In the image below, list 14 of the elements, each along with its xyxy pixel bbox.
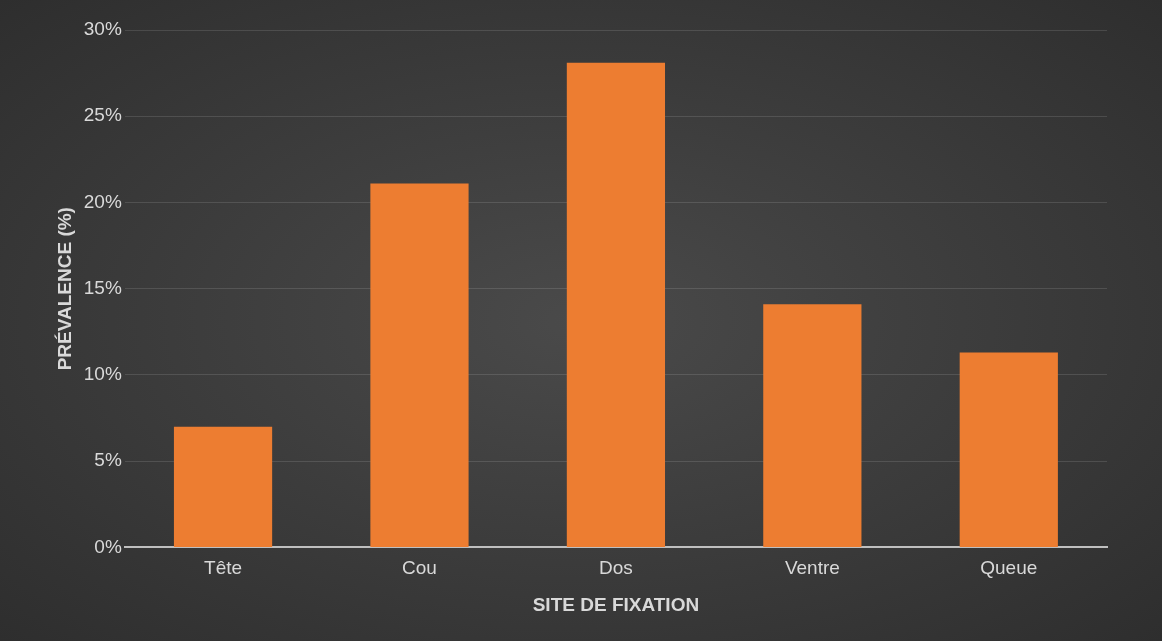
y-tick-label: 15% — [83, 276, 122, 298]
y-tick-label: 25% — [83, 104, 122, 126]
x-tick-label: Ventre — [784, 557, 840, 579]
x-tick-label: Dos — [599, 557, 633, 579]
y-axis-title: PRÉVALENCE (%) — [53, 207, 75, 371]
y-tick-label: 0% — [94, 535, 122, 557]
x-tick-label: Cou — [402, 557, 437, 579]
y-tick-label: 20% — [83, 190, 122, 212]
y-tick-label: 30% — [83, 18, 122, 40]
x-axis-title: SITE DE FIXATION — [532, 593, 700, 615]
y-tick-label: 10% — [83, 363, 122, 385]
x-tick-label: Queue — [980, 557, 1038, 579]
x-tick-label: Tête — [204, 557, 243, 579]
y-tick-label: 5% — [94, 449, 122, 471]
